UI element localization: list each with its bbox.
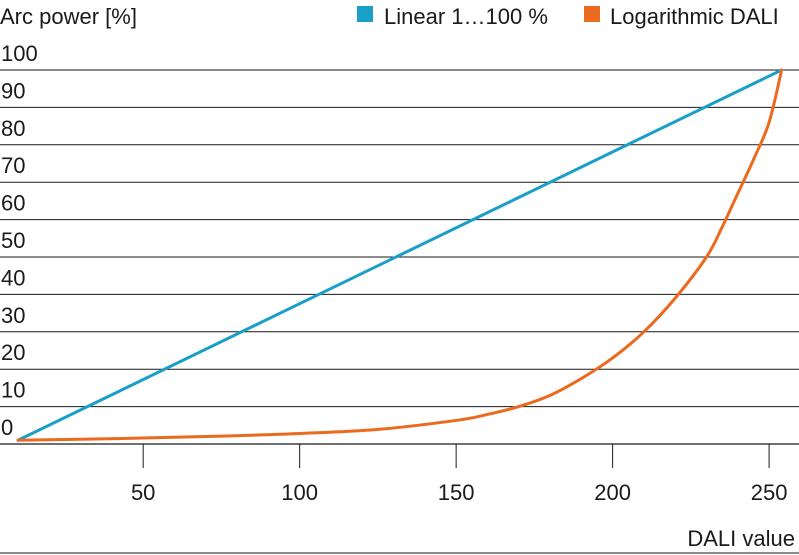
x-axis-title: DALI value: [687, 526, 795, 551]
legend-swatch-logarithmic: [584, 6, 600, 22]
legend-label-logarithmic: Logarithmic DALI: [610, 4, 779, 29]
y-tick-label-0: 0: [1, 415, 13, 440]
series-line-logarithmic: [16, 68, 784, 442]
series-lines: [16, 68, 784, 442]
y-tick-label-100: 100: [1, 41, 38, 66]
x-tick-label-150: 150: [438, 480, 475, 505]
x-tick-label-250: 250: [751, 480, 788, 505]
y-tick-label-80: 80: [1, 116, 25, 141]
legend: Linear 1…100 % Logarithmic DALI: [357, 4, 779, 29]
legend-label-linear: Linear 1…100 %: [384, 4, 548, 29]
y-tick-label-50: 50: [1, 228, 25, 253]
y-tick-label-30: 30: [1, 303, 25, 328]
y-axis-title: Arc power [%]: [0, 4, 137, 29]
grid-lines: [0, 69, 799, 445]
y-tick-label-40: 40: [1, 265, 25, 290]
y-tick-label-20: 20: [1, 340, 25, 365]
y-tick-label-90: 90: [1, 78, 25, 103]
x-tick-labels: 50 100 150 200 250: [131, 444, 788, 505]
y-tick-label-10: 10: [1, 378, 25, 403]
y-tick-labels: 0 10 20 30 40 50 60 70 80 90 100: [1, 41, 38, 440]
x-tick-label-200: 200: [594, 480, 631, 505]
x-tick-label-50: 50: [131, 480, 155, 505]
legend-swatch-linear: [357, 6, 373, 22]
x-tick-label-100: 100: [281, 480, 318, 505]
y-tick-label-70: 70: [1, 153, 25, 178]
y-tick-label-60: 60: [1, 191, 25, 216]
series-line-linear: [16, 68, 784, 442]
